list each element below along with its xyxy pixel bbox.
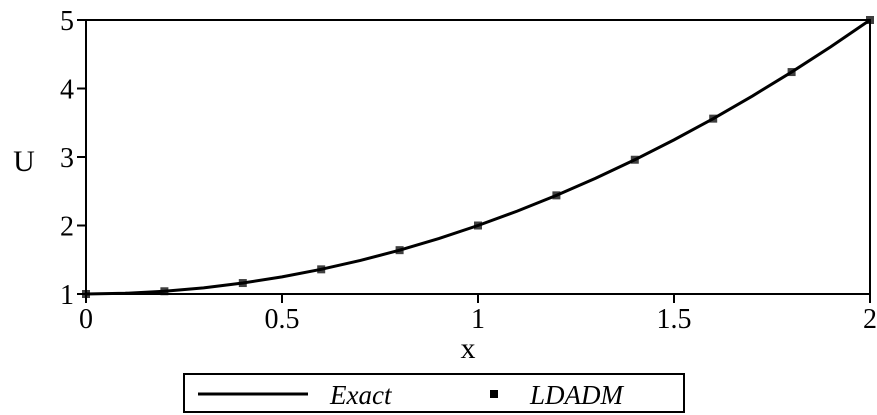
data-point-ldadm — [552, 191, 561, 200]
data-point-ldadm — [709, 114, 718, 123]
x-axis-ticks: 0 0.5 1 1.5 2 — [79, 294, 877, 335]
y-axis-title: U — [13, 145, 35, 178]
data-point-ldadm — [160, 287, 169, 296]
x-tick-label: 1.5 — [657, 304, 692, 335]
legend-ldadm-swatch — [490, 390, 498, 398]
series-line-exact — [85, 18, 871, 296]
x-tick-label: 0.5 — [265, 304, 300, 335]
y-tick-label: 4 — [60, 75, 74, 106]
legend: Exact LDADM — [183, 373, 685, 413]
y-axis-ticks: 1 2 3 4 5 — [60, 6, 86, 311]
x-tick-label: 2 — [863, 304, 877, 335]
legend-exact-label: Exact — [329, 380, 393, 410]
data-point-ldadm — [238, 279, 247, 288]
x-tick-label: 0 — [79, 304, 93, 335]
data-point-ldadm — [787, 68, 796, 77]
data-point-ldadm — [866, 16, 874, 24]
y-tick-label: 2 — [60, 212, 74, 243]
y-tick-label: 3 — [60, 143, 74, 174]
plot-area-frame — [85, 19, 871, 295]
legend-ldadm-label: LDADM — [529, 380, 625, 410]
data-point-ldadm — [317, 265, 326, 274]
series-layer — [82, 16, 874, 298]
y-tick-label: 5 — [60, 6, 74, 37]
data-point-ldadm — [82, 290, 90, 298]
y-tick-label: 1 — [60, 280, 74, 311]
legend-box — [183, 373, 685, 413]
data-point-ldadm — [395, 246, 404, 255]
x-axis-title: x — [461, 332, 476, 365]
data-point-ldadm — [630, 155, 639, 164]
data-point-ldadm — [474, 221, 482, 230]
x-tick-label: 1 — [471, 304, 485, 335]
